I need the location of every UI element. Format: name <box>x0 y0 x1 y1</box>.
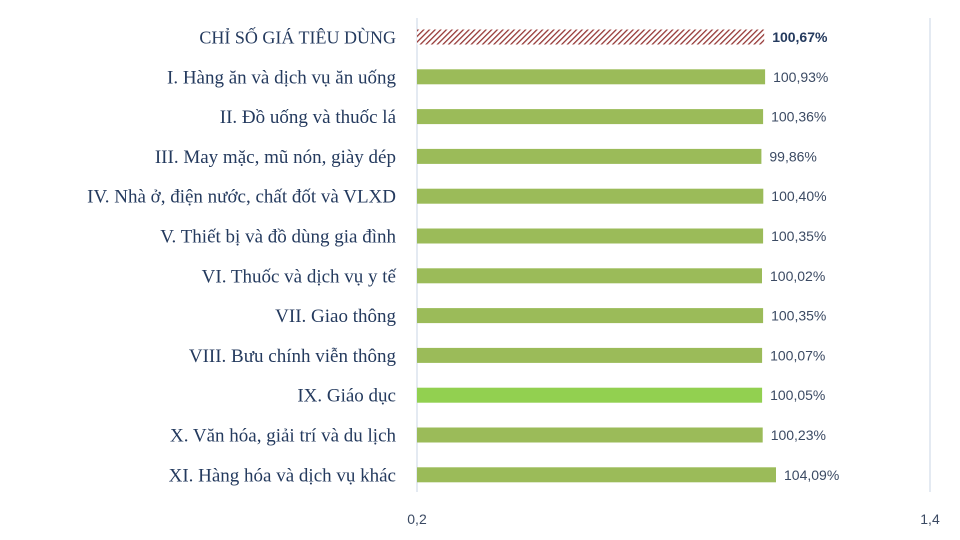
value-label-10: 100,23% <box>771 427 826 443</box>
bar-0 <box>417 29 765 45</box>
value-label-7: 100,35% <box>771 308 826 324</box>
bar-3 <box>417 148 762 164</box>
bar-6 <box>417 268 762 284</box>
category-label-3: III. May mặc, mũ nón, giày dép <box>155 147 396 168</box>
value-label-8: 100,07% <box>770 347 825 363</box>
bar-8 <box>417 347 763 363</box>
value-label-2: 100,36% <box>771 109 826 125</box>
value-label-11: 104,09% <box>784 467 839 483</box>
bar-7 <box>417 308 764 324</box>
x-tick-label-end: 1,4 <box>920 511 940 527</box>
category-label-11: XI. Hàng hóa và dịch vụ khác <box>169 465 396 486</box>
category-label-2: II. Đồ uống và thuốc lá <box>220 107 397 128</box>
category-label-6: VI. Thuốc và dịch vụ y tế <box>202 266 397 287</box>
category-label-7: VII. Giao thông <box>275 306 396 327</box>
bar-5 <box>417 228 764 244</box>
category-label-0: CHỈ SỐ GIÁ TIÊU DÙNG <box>199 27 396 48</box>
value-label-4: 100,40% <box>771 188 826 204</box>
value-label-1: 100,93% <box>773 69 828 85</box>
bar-9 <box>417 387 763 403</box>
category-label-5: V. Thiết bị và đồ dùng gia đình <box>160 227 396 248</box>
category-label-10: X. Văn hóa, giải trí và du lịch <box>170 426 397 447</box>
category-label-9: IX. Giáo dục <box>297 386 396 407</box>
bar-11 <box>417 467 776 483</box>
bar-2 <box>417 109 764 125</box>
bars-group <box>417 29 776 483</box>
value-label-3: 99,86% <box>769 148 816 164</box>
bar-1 <box>417 69 766 85</box>
value-label-9: 100,05% <box>770 387 825 403</box>
value-label-0: 100,67% <box>772 29 828 45</box>
category-labels: CHỈ SỐ GIÁ TIÊU DÙNG I. Hàng ăn và dịch v… <box>87 27 396 487</box>
category-label-1: I. Hàng ăn và dịch vụ ăn uống <box>167 67 396 88</box>
category-label-4: IV. Nhà ở, điện nước, chất đốt và VLXD <box>87 187 396 208</box>
category-label-8: VIII. Bưu chính viễn thông <box>189 346 397 367</box>
value-label-5: 100,35% <box>771 228 826 244</box>
value-labels: 100,67% 100,93% 100,36% 99,86% 100,40% 100,35… <box>769 29 839 483</box>
bar-4 <box>417 188 764 204</box>
bar-10 <box>417 427 763 443</box>
x-tick-label-start: 0,2 <box>407 511 427 527</box>
value-label-6: 100,02% <box>770 268 825 284</box>
